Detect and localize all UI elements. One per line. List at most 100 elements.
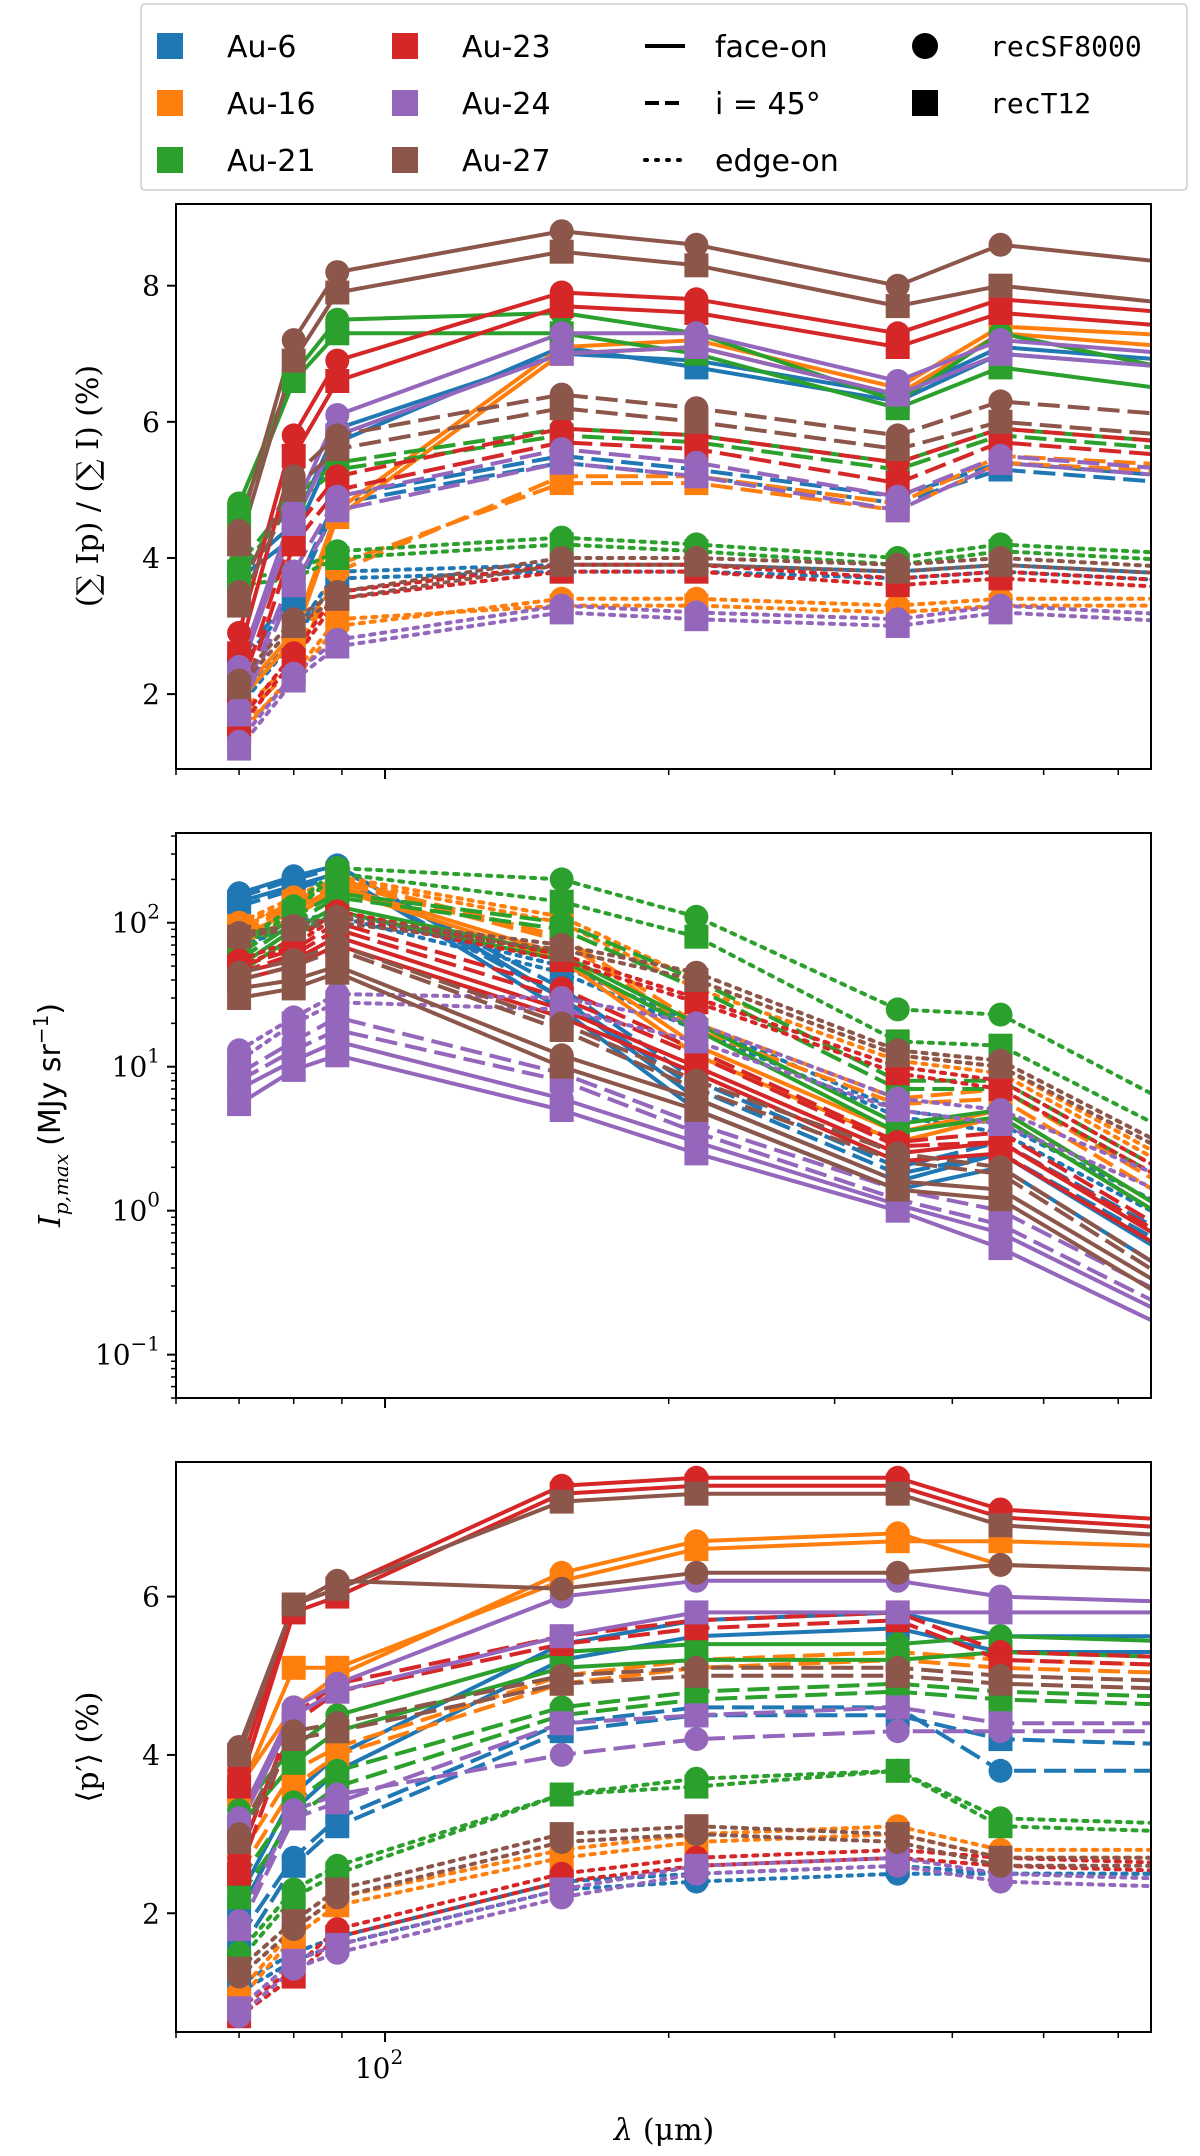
data-point-au-21-edge-square bbox=[549, 1782, 574, 1807]
data-point-au-21-edge-circle bbox=[988, 1002, 1013, 1027]
data-point-au-27-edge-square bbox=[325, 1877, 350, 1902]
data-point-au-27-face-square bbox=[549, 1054, 574, 1079]
series-line-au-24-i45-square bbox=[237, 460, 1151, 716]
series-line-au-24-face-square bbox=[237, 345, 1151, 675]
data-point-au-23-face-circle bbox=[281, 423, 306, 448]
data-point-au-27-face-circle bbox=[988, 232, 1013, 257]
data-point-au-27-i45-square bbox=[325, 1719, 350, 1744]
data-point-au-27-edge-square bbox=[988, 552, 1013, 577]
series-line-au-24-edge-circle bbox=[237, 1863, 1151, 2019]
data-point-au-27-face-square bbox=[988, 273, 1013, 298]
data-point-au-27-i45-square bbox=[325, 437, 350, 462]
series-line-au-27-face-circle bbox=[238, 964, 1151, 1281]
panel-fraction: 2 4 6 8 (∑ Ip) / (∑ I) (%) bbox=[71, 203, 1152, 779]
series-line-au-21-edge-circle bbox=[237, 535, 1151, 581]
data-point-au-21-edge-square bbox=[988, 1814, 1013, 1839]
series-line-au-27-edge-square bbox=[237, 920, 1151, 1146]
data-point-au-27-edge-square bbox=[684, 1814, 709, 1839]
data-point-au-27-i45-square bbox=[885, 1149, 910, 1174]
data-point-au-24-face-square bbox=[885, 1600, 910, 1625]
data-point-au-24-i45-square bbox=[227, 702, 252, 727]
series-line-au-27-face-square bbox=[237, 1491, 1151, 1756]
data-point-au-24-edge-square bbox=[227, 1048, 252, 1073]
x-tick-label: 102 bbox=[355, 2045, 403, 2085]
series-line-au-24-edge-circle bbox=[237, 603, 1151, 744]
data-point-au-24-face-circle bbox=[325, 403, 350, 427]
series-line-au-23-face-circle bbox=[237, 290, 1151, 634]
data-point-au-24-i45-square bbox=[988, 1711, 1013, 1736]
data-point-au-21-edge-circle bbox=[885, 997, 910, 1022]
data-point-au-27-face-square bbox=[549, 1489, 574, 1514]
data-point-au-23-face-square bbox=[227, 1774, 252, 1799]
data-point-au-27-i45-square bbox=[325, 937, 350, 962]
data-point-au-21-edge-square bbox=[684, 1774, 709, 1799]
data-point-au-24-edge-square bbox=[281, 1011, 306, 1036]
data-point-au-27-face-square bbox=[227, 1742, 252, 1767]
data-point-au-21-edge-square bbox=[325, 861, 350, 886]
data-point-au-24-i45-square bbox=[281, 1038, 306, 1063]
data-point-au-27-face-square bbox=[885, 1177, 910, 1202]
data-point-au-23-i45-square bbox=[227, 1861, 252, 1886]
data-point-au-24-face-square bbox=[227, 1092, 252, 1117]
legend-label-au-27: Au-27 bbox=[462, 144, 551, 179]
data-point-au-27-edge-square bbox=[325, 586, 350, 611]
data-point-au-27-edge-square bbox=[227, 1956, 252, 1981]
data-point-au-27-edge-square bbox=[988, 1054, 1013, 1079]
data-point-au-27-edge-square bbox=[988, 1845, 1013, 1870]
data-point-au-27-face-circle bbox=[281, 328, 306, 353]
data-point-au-27-i45-square bbox=[281, 477, 306, 502]
panel-polarization-frame bbox=[175, 1461, 1152, 2033]
data-point-au-27-i45-square bbox=[227, 1830, 252, 1854]
data-point-au-24-edge-square bbox=[227, 736, 252, 761]
panel-ipmax-ylabel: Ip,max (MJy sr−1) bbox=[29, 1003, 73, 1228]
data-point-au-27-face-circle bbox=[885, 273, 910, 298]
legend-swatch-au-23 bbox=[392, 33, 418, 59]
ylabel-unit-pre: (MJy sr bbox=[33, 1044, 68, 1146]
y-tick-label: 6 bbox=[142, 406, 160, 439]
series-line-au-24-edge-square bbox=[237, 610, 1151, 751]
data-point-au-27-face-square bbox=[885, 294, 910, 319]
panel-fraction-frame bbox=[175, 203, 1152, 770]
data-point-au-24-face-square bbox=[684, 1141, 709, 1166]
data-point-au-24-face-square bbox=[549, 1624, 574, 1649]
data-point-au-27-i45-square bbox=[988, 1671, 1013, 1696]
data-point-au-27-face-square bbox=[684, 1098, 709, 1122]
data-point-au-27-edge-square bbox=[281, 917, 306, 942]
panel-ipmax: 10−1 100 101 102 Ip,max (MJy sr−1) bbox=[29, 832, 1152, 1408]
data-point-au-27-face-square bbox=[325, 960, 350, 985]
y-tick-label: 4 bbox=[142, 1739, 160, 1772]
y-tick-label: 10−1 bbox=[95, 1332, 160, 1372]
y-tick-label: 2 bbox=[142, 1897, 160, 1930]
series-line-au-23-edge-square bbox=[237, 569, 1151, 731]
data-point-au-27-edge-square bbox=[227, 924, 252, 949]
data-point-au-27-face-circle bbox=[684, 1560, 709, 1585]
data-point-au-27-i45-square bbox=[988, 409, 1013, 434]
data-point-au-27-i45-square bbox=[885, 437, 910, 462]
data-point-au-24-edge-square bbox=[684, 607, 709, 632]
legend-swatch-au-24 bbox=[392, 90, 418, 116]
legend-style-label-face: face-on bbox=[715, 30, 828, 65]
data-point-au-27-edge-square bbox=[549, 937, 574, 962]
data-point-au-24-i45-square bbox=[281, 573, 306, 598]
legend-swatch-au-6 bbox=[157, 33, 183, 59]
panel-ipmax-frame bbox=[175, 832, 1152, 1399]
data-point-au-24-i45-square bbox=[325, 1790, 350, 1815]
legend-label-au-16: Au-16 bbox=[227, 87, 316, 122]
ylabel-unit-post: ) bbox=[33, 1003, 68, 1015]
data-point-au-24-i45-circle bbox=[684, 1727, 709, 1752]
data-point-au-24-i45-square bbox=[684, 464, 709, 489]
data-point-au-27-i45-square bbox=[281, 1727, 306, 1752]
legend-style-label-edge: edge-on bbox=[715, 144, 839, 179]
y-tick-label: 4 bbox=[142, 542, 160, 575]
x-axis-symbol: λ bbox=[613, 2113, 633, 2148]
data-point-au-23-face-square bbox=[988, 300, 1013, 325]
data-point-au-24-edge-square bbox=[549, 600, 574, 625]
series-line-au-16-edge-square bbox=[237, 603, 1151, 737]
series-line-au-21-edge-square bbox=[237, 542, 1151, 588]
data-point-au-6-i45-square bbox=[281, 1853, 306, 1878]
series-line-au-16-edge-square bbox=[237, 1832, 1151, 2003]
data-point-au-21-face-square bbox=[281, 1750, 306, 1775]
data-point-au-27-i45-square bbox=[227, 593, 252, 618]
data-point-au-24-edge-square bbox=[885, 1098, 910, 1122]
data-point-au-27-face-circle bbox=[325, 260, 350, 285]
